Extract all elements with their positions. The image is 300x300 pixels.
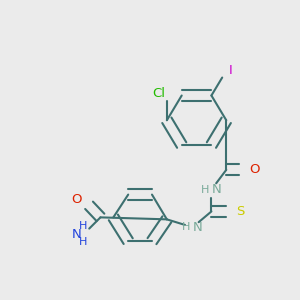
Text: N: N <box>212 183 221 196</box>
Text: O: O <box>71 193 82 206</box>
Text: N: N <box>193 221 202 234</box>
Text: Cl: Cl <box>152 87 165 100</box>
Text: H: H <box>201 184 209 195</box>
Text: H: H <box>78 237 87 247</box>
Text: H: H <box>182 222 190 232</box>
Text: N: N <box>72 228 82 241</box>
Text: H: H <box>78 221 87 231</box>
Text: S: S <box>236 205 244 218</box>
Text: I: I <box>228 64 232 77</box>
Text: O: O <box>249 163 260 176</box>
